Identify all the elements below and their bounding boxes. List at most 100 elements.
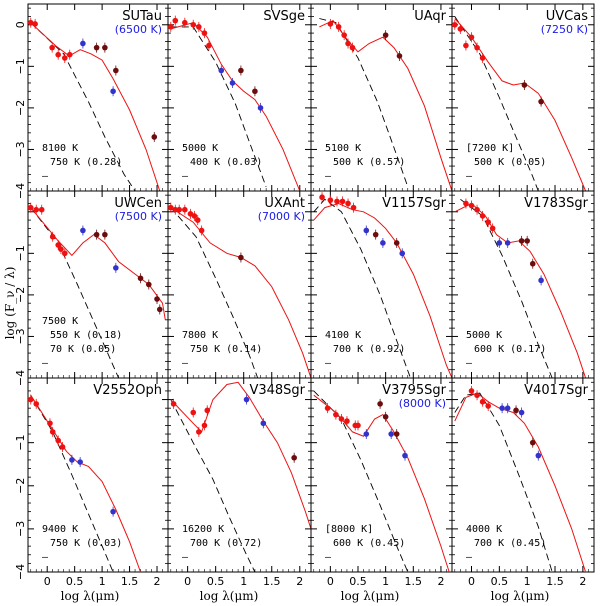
photometry-point <box>201 422 208 429</box>
fit-annotation: – <box>466 171 473 182</box>
y-tick-label: −4 <box>14 370 27 386</box>
photometry-point <box>463 42 469 49</box>
fit-annotation: [7200 K] <box>466 143 514 154</box>
photometry-point <box>28 204 34 211</box>
far-ir-point <box>396 53 403 59</box>
star-name: V348Sgr <box>249 383 305 398</box>
fit-annotation: 600 K (0.17) <box>474 344 546 355</box>
fit-annotation: 8100 K <box>42 143 78 154</box>
fit-annotation: 750 K (0.14) <box>190 344 262 355</box>
panel-sutau: 0 −1 −2 −3 −4 SUTau(6500 K) 8100 K 750 K (0.28)… <box>14 3 169 199</box>
x-axis-label-col1: log λ(μm) <box>61 589 120 603</box>
y-tick-label: −4 <box>14 564 27 580</box>
x-axis-labels: log λ(μm) log λ(μm) log λ(μm) log λ(μm) <box>61 589 550 603</box>
photometry-point <box>334 198 340 205</box>
photometry-point <box>344 418 350 424</box>
plot-area <box>28 17 161 191</box>
panel-v3795sgr: 0 0.5 1 1.5 2 V3795Sgr(8000 K) [8000 K] 600 K (… <box>310 377 453 588</box>
far-ir-point <box>102 44 108 51</box>
far-ir-point <box>521 82 528 88</box>
photosphere-line <box>170 207 259 378</box>
ir-point <box>80 227 86 234</box>
panel-v348sgr: 0 0.5 1 1.5 2 V348Sgr 16200 K 700 K (0.72)– <box>167 377 312 588</box>
photometry-point <box>49 233 56 240</box>
photometry-point <box>479 213 486 219</box>
photometry-point <box>327 21 334 27</box>
fit-annotation: [8000 K] <box>325 524 373 535</box>
photosphere-line <box>313 390 409 572</box>
ir-point <box>257 105 264 111</box>
fit-annotation: 400 K (0.03) <box>190 157 262 168</box>
fit-annotation: 750 K (0.28) <box>50 157 122 168</box>
x-axis-label-col2: log λ(μm) <box>200 589 259 603</box>
photometry-point <box>327 197 334 203</box>
photometry-point <box>468 34 475 41</box>
far-ir-point <box>137 275 144 282</box>
x-tick-label: 1.5 <box>263 575 281 588</box>
panel-grid: 0 −1 −2 −3 −4 SUTau(6500 K) 8100 K 750 K (0.28)… <box>14 3 595 588</box>
x-tick-label: 2 <box>154 575 161 588</box>
photometry-point <box>58 246 64 252</box>
x-tick-label: 0.5 <box>66 575 84 588</box>
photometry-point <box>474 392 480 399</box>
star-name: UAqr <box>414 9 446 24</box>
x-tick-label: 0 <box>184 575 191 588</box>
y-tick-label: −1 <box>14 58 27 74</box>
ir-point <box>363 227 370 234</box>
ir-point <box>243 396 250 403</box>
panel-svsge: SVSge 5000 K 400 K (0.03)– <box>167 3 312 192</box>
fit-annotation: – <box>325 171 332 182</box>
plot-area <box>452 16 587 191</box>
y-tick-label: −4 <box>14 183 27 199</box>
fit-annotation: – <box>182 358 189 369</box>
fit-annotation: 4100 K <box>325 330 361 341</box>
photometry-point <box>176 206 183 213</box>
ir-point <box>496 240 503 246</box>
far-ir-point <box>513 407 519 414</box>
literature-teff: (7250 K) <box>541 23 588 36</box>
far-ir-point <box>529 260 536 267</box>
plot-area <box>168 202 311 378</box>
fit-annotation: 750 K (0.03) <box>50 538 122 549</box>
plot-area <box>313 192 452 378</box>
fit-annotation: 700 K (0.45) <box>474 538 546 549</box>
model-curve <box>319 19 452 191</box>
far-ir-point <box>393 240 400 246</box>
photometry-point <box>168 204 174 211</box>
photometry-point <box>479 55 486 61</box>
photometry-point <box>33 206 40 213</box>
model-curve <box>454 18 587 191</box>
x-tick-label: 2 <box>296 575 303 588</box>
ir-point <box>388 431 394 437</box>
x-tick-label: 1 <box>524 575 531 588</box>
x-tick-label: 0.5 <box>349 575 367 588</box>
far-ir-point <box>145 281 152 288</box>
y-tick-label: 0 <box>14 21 27 28</box>
star-name: V3795Sgr <box>382 383 446 398</box>
photometry-point <box>479 398 486 405</box>
photometry-point <box>319 194 325 201</box>
far-ir-point <box>93 231 100 238</box>
far-ir-point <box>382 32 389 38</box>
model-curve <box>313 202 452 378</box>
fit-annotation: 7500 K <box>42 316 78 327</box>
far-ir-point <box>529 439 536 446</box>
fit-annotation: 500 K (0.57) <box>333 157 405 168</box>
x-tick-label: 2 <box>579 575 586 588</box>
photometry-point <box>172 17 179 24</box>
photometry-point <box>49 429 56 435</box>
x-axis-label-col3: log λ(μm) <box>341 589 400 603</box>
y-tick-label: −3 <box>14 328 27 344</box>
photometry-point <box>335 24 342 30</box>
x-tick-label: 1.5 <box>546 575 564 588</box>
x-tick-label: 1 <box>240 575 247 588</box>
photometry-point <box>485 403 491 409</box>
far-ir-point <box>538 98 544 105</box>
photometry-point <box>198 227 205 234</box>
literature-teff: (6500 K) <box>115 23 162 36</box>
photometry-point <box>55 51 61 58</box>
panel-v1157sgr: V1157Sgr 4100 K 700 K (0.92)– <box>310 190 453 379</box>
ir-point <box>380 240 386 246</box>
ir-point <box>538 277 544 284</box>
star-name: UWCen <box>114 196 162 211</box>
